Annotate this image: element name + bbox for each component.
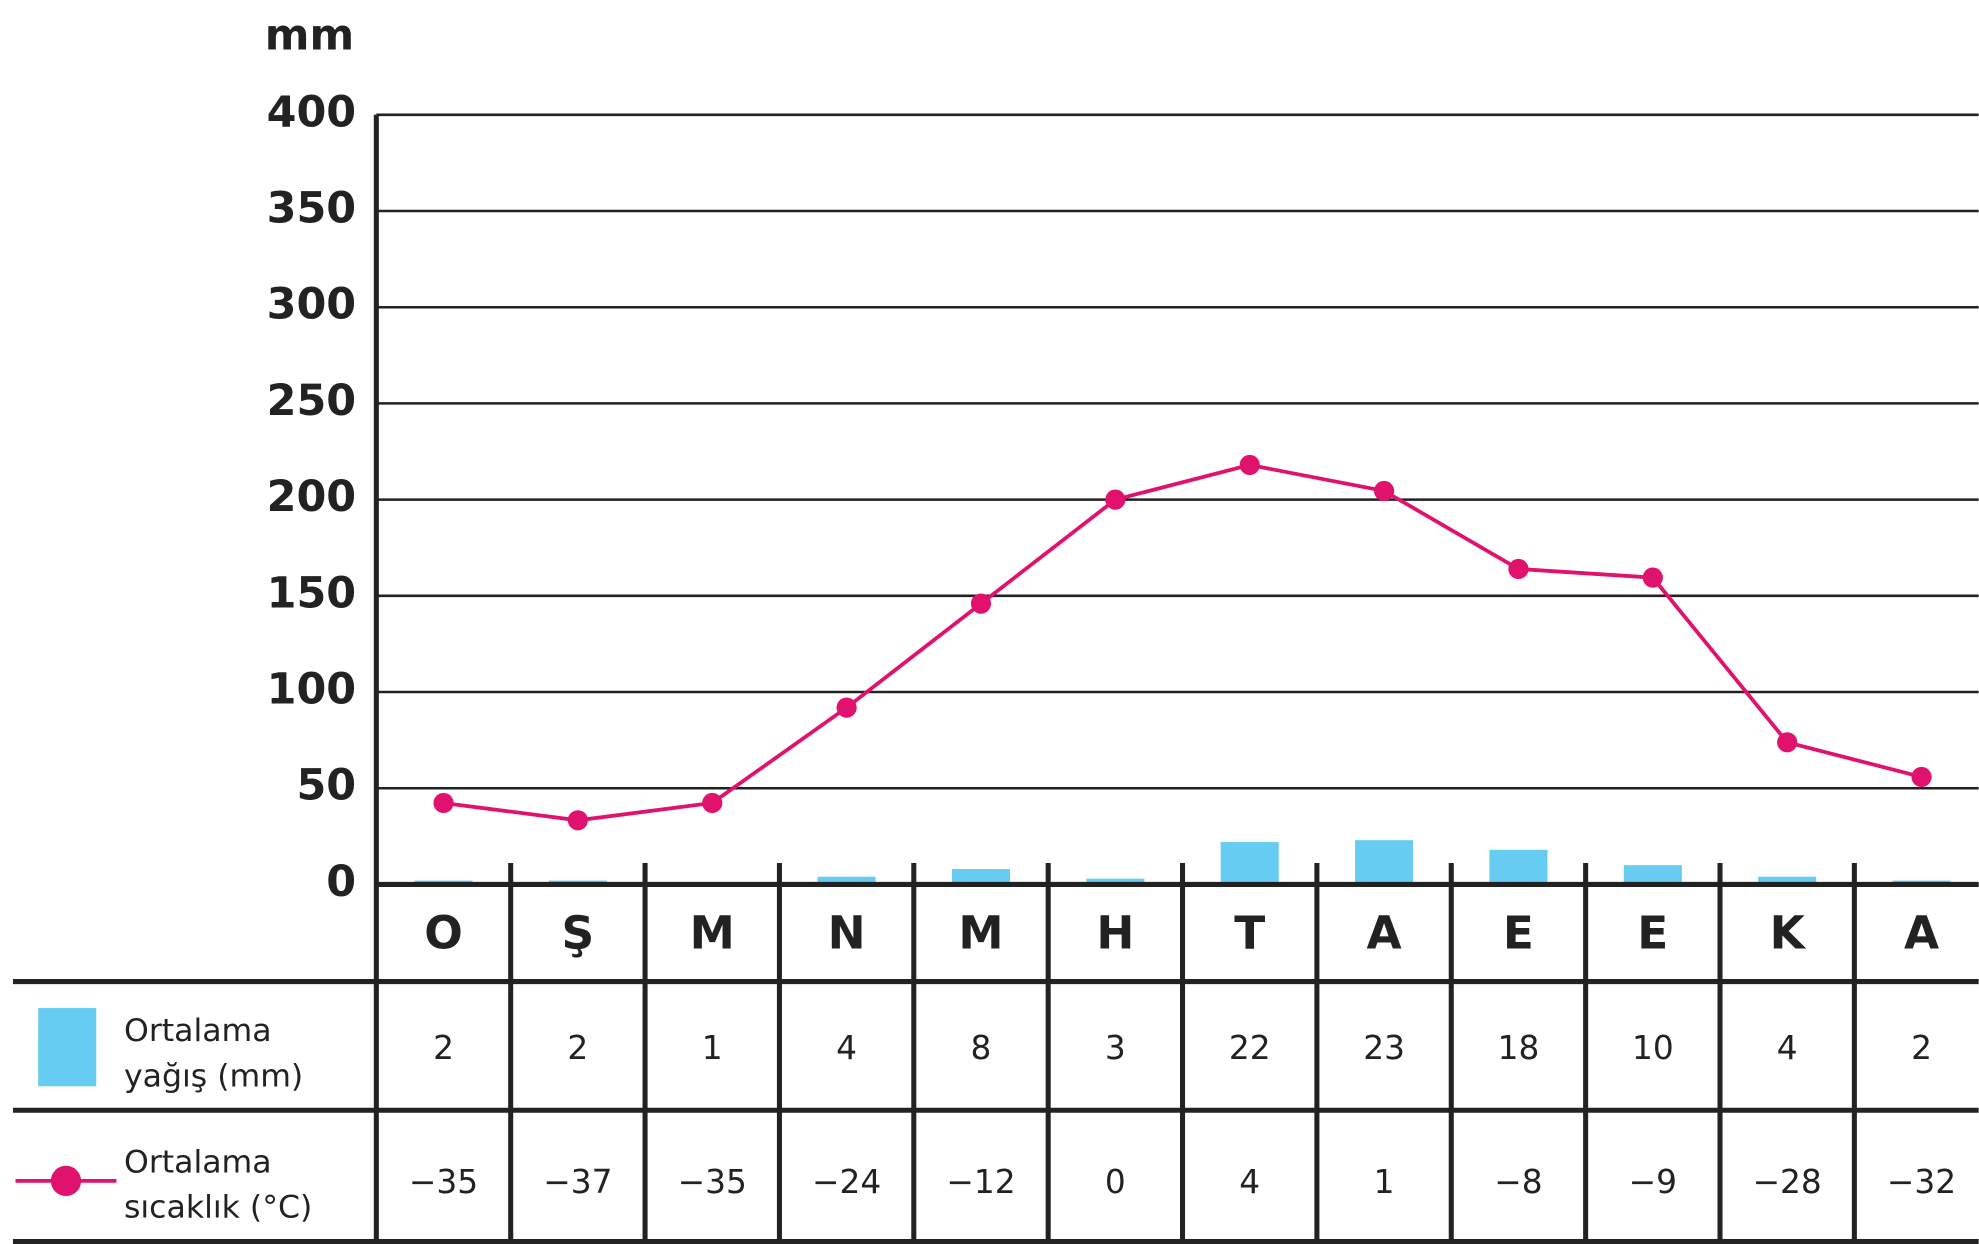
precip-value: 4 xyxy=(836,1029,857,1067)
temperature-point xyxy=(970,593,992,614)
legend-marker xyxy=(50,1165,82,1197)
precip-value: 23 xyxy=(1363,1029,1405,1067)
temperature-point xyxy=(836,697,857,718)
precip-value: 2 xyxy=(567,1029,588,1067)
precip-value: 1 xyxy=(702,1029,723,1067)
temp-value: −37 xyxy=(543,1163,612,1201)
precip-value: 22 xyxy=(1229,1029,1271,1067)
bar xyxy=(1623,865,1682,885)
y-tick-label: 400 xyxy=(267,87,356,137)
temperature-point xyxy=(433,792,454,814)
temperature-point xyxy=(702,792,723,814)
temperature-point xyxy=(1105,489,1126,510)
x-tick-label: N xyxy=(828,907,866,960)
precip-value: 8 xyxy=(971,1029,992,1067)
bar xyxy=(1355,840,1414,885)
y-tick-label: 250 xyxy=(267,376,356,426)
temperature-point xyxy=(1777,732,1798,753)
temp-value: −24 xyxy=(812,1163,881,1201)
x-tick-label: M xyxy=(958,907,1003,960)
temp-value: −28 xyxy=(1753,1163,1822,1201)
temperature-point xyxy=(1911,766,1932,788)
y-tick-label: 350 xyxy=(267,184,356,234)
temperature-point xyxy=(567,810,588,831)
temp-value: 4 xyxy=(1239,1163,1260,1201)
temp-value: −35 xyxy=(409,1163,478,1201)
bar xyxy=(951,869,1011,885)
temp-value: −32 xyxy=(1887,1163,1956,1201)
precip-value: 10 xyxy=(1632,1029,1674,1067)
temperature-point xyxy=(1373,480,1395,502)
y-tick-label: 200 xyxy=(267,472,356,522)
bar xyxy=(1758,876,1817,885)
x-tick-label: Ş xyxy=(562,907,595,960)
bar xyxy=(817,876,876,885)
temp-value: −9 xyxy=(1629,1163,1677,1201)
precip-value: 2 xyxy=(433,1029,454,1067)
temp-value: −35 xyxy=(678,1163,747,1201)
legend-label: Ortalama yağış (mm) xyxy=(124,1013,303,1094)
precip-value: 3 xyxy=(1105,1029,1126,1067)
bar xyxy=(1489,849,1548,885)
bar xyxy=(1086,878,1145,885)
x-tick-label: T xyxy=(1234,907,1265,960)
y-tick-label: 300 xyxy=(267,280,356,330)
temperature-point xyxy=(1642,567,1663,588)
temp-value: 0 xyxy=(1105,1163,1126,1201)
y-axis-label: mm xyxy=(265,10,354,60)
temperature-point xyxy=(1239,454,1260,476)
y-tick-label: 0 xyxy=(326,857,356,907)
x-tick-label: O xyxy=(424,907,463,960)
precip-value: 18 xyxy=(1498,1029,1540,1067)
y-tick-label: 100 xyxy=(267,665,356,715)
y-tick-label: 150 xyxy=(267,568,356,618)
legend-swatch xyxy=(38,1008,97,1087)
temperature-line xyxy=(443,463,1923,823)
legend-label: Ortalama sıcaklık (°C) xyxy=(124,1144,312,1225)
x-tick-label: A xyxy=(1367,907,1402,960)
x-tick-label: E xyxy=(1503,907,1534,960)
temp-value: 1 xyxy=(1374,1163,1395,1201)
x-tick-label: E xyxy=(1637,907,1668,960)
temp-value: −8 xyxy=(1494,1163,1542,1201)
x-tick-label: M xyxy=(690,907,735,960)
precip-value: 4 xyxy=(1777,1029,1798,1067)
x-tick-label: H xyxy=(1096,907,1134,960)
temperature-point xyxy=(1508,558,1529,580)
precip-value: 2 xyxy=(1911,1029,1932,1067)
x-tick-label: A xyxy=(1904,907,1939,960)
temp-value: −12 xyxy=(946,1163,1015,1201)
x-tick-label: K xyxy=(1770,907,1807,960)
bar xyxy=(1220,842,1279,885)
y-tick-label: 50 xyxy=(296,761,356,811)
